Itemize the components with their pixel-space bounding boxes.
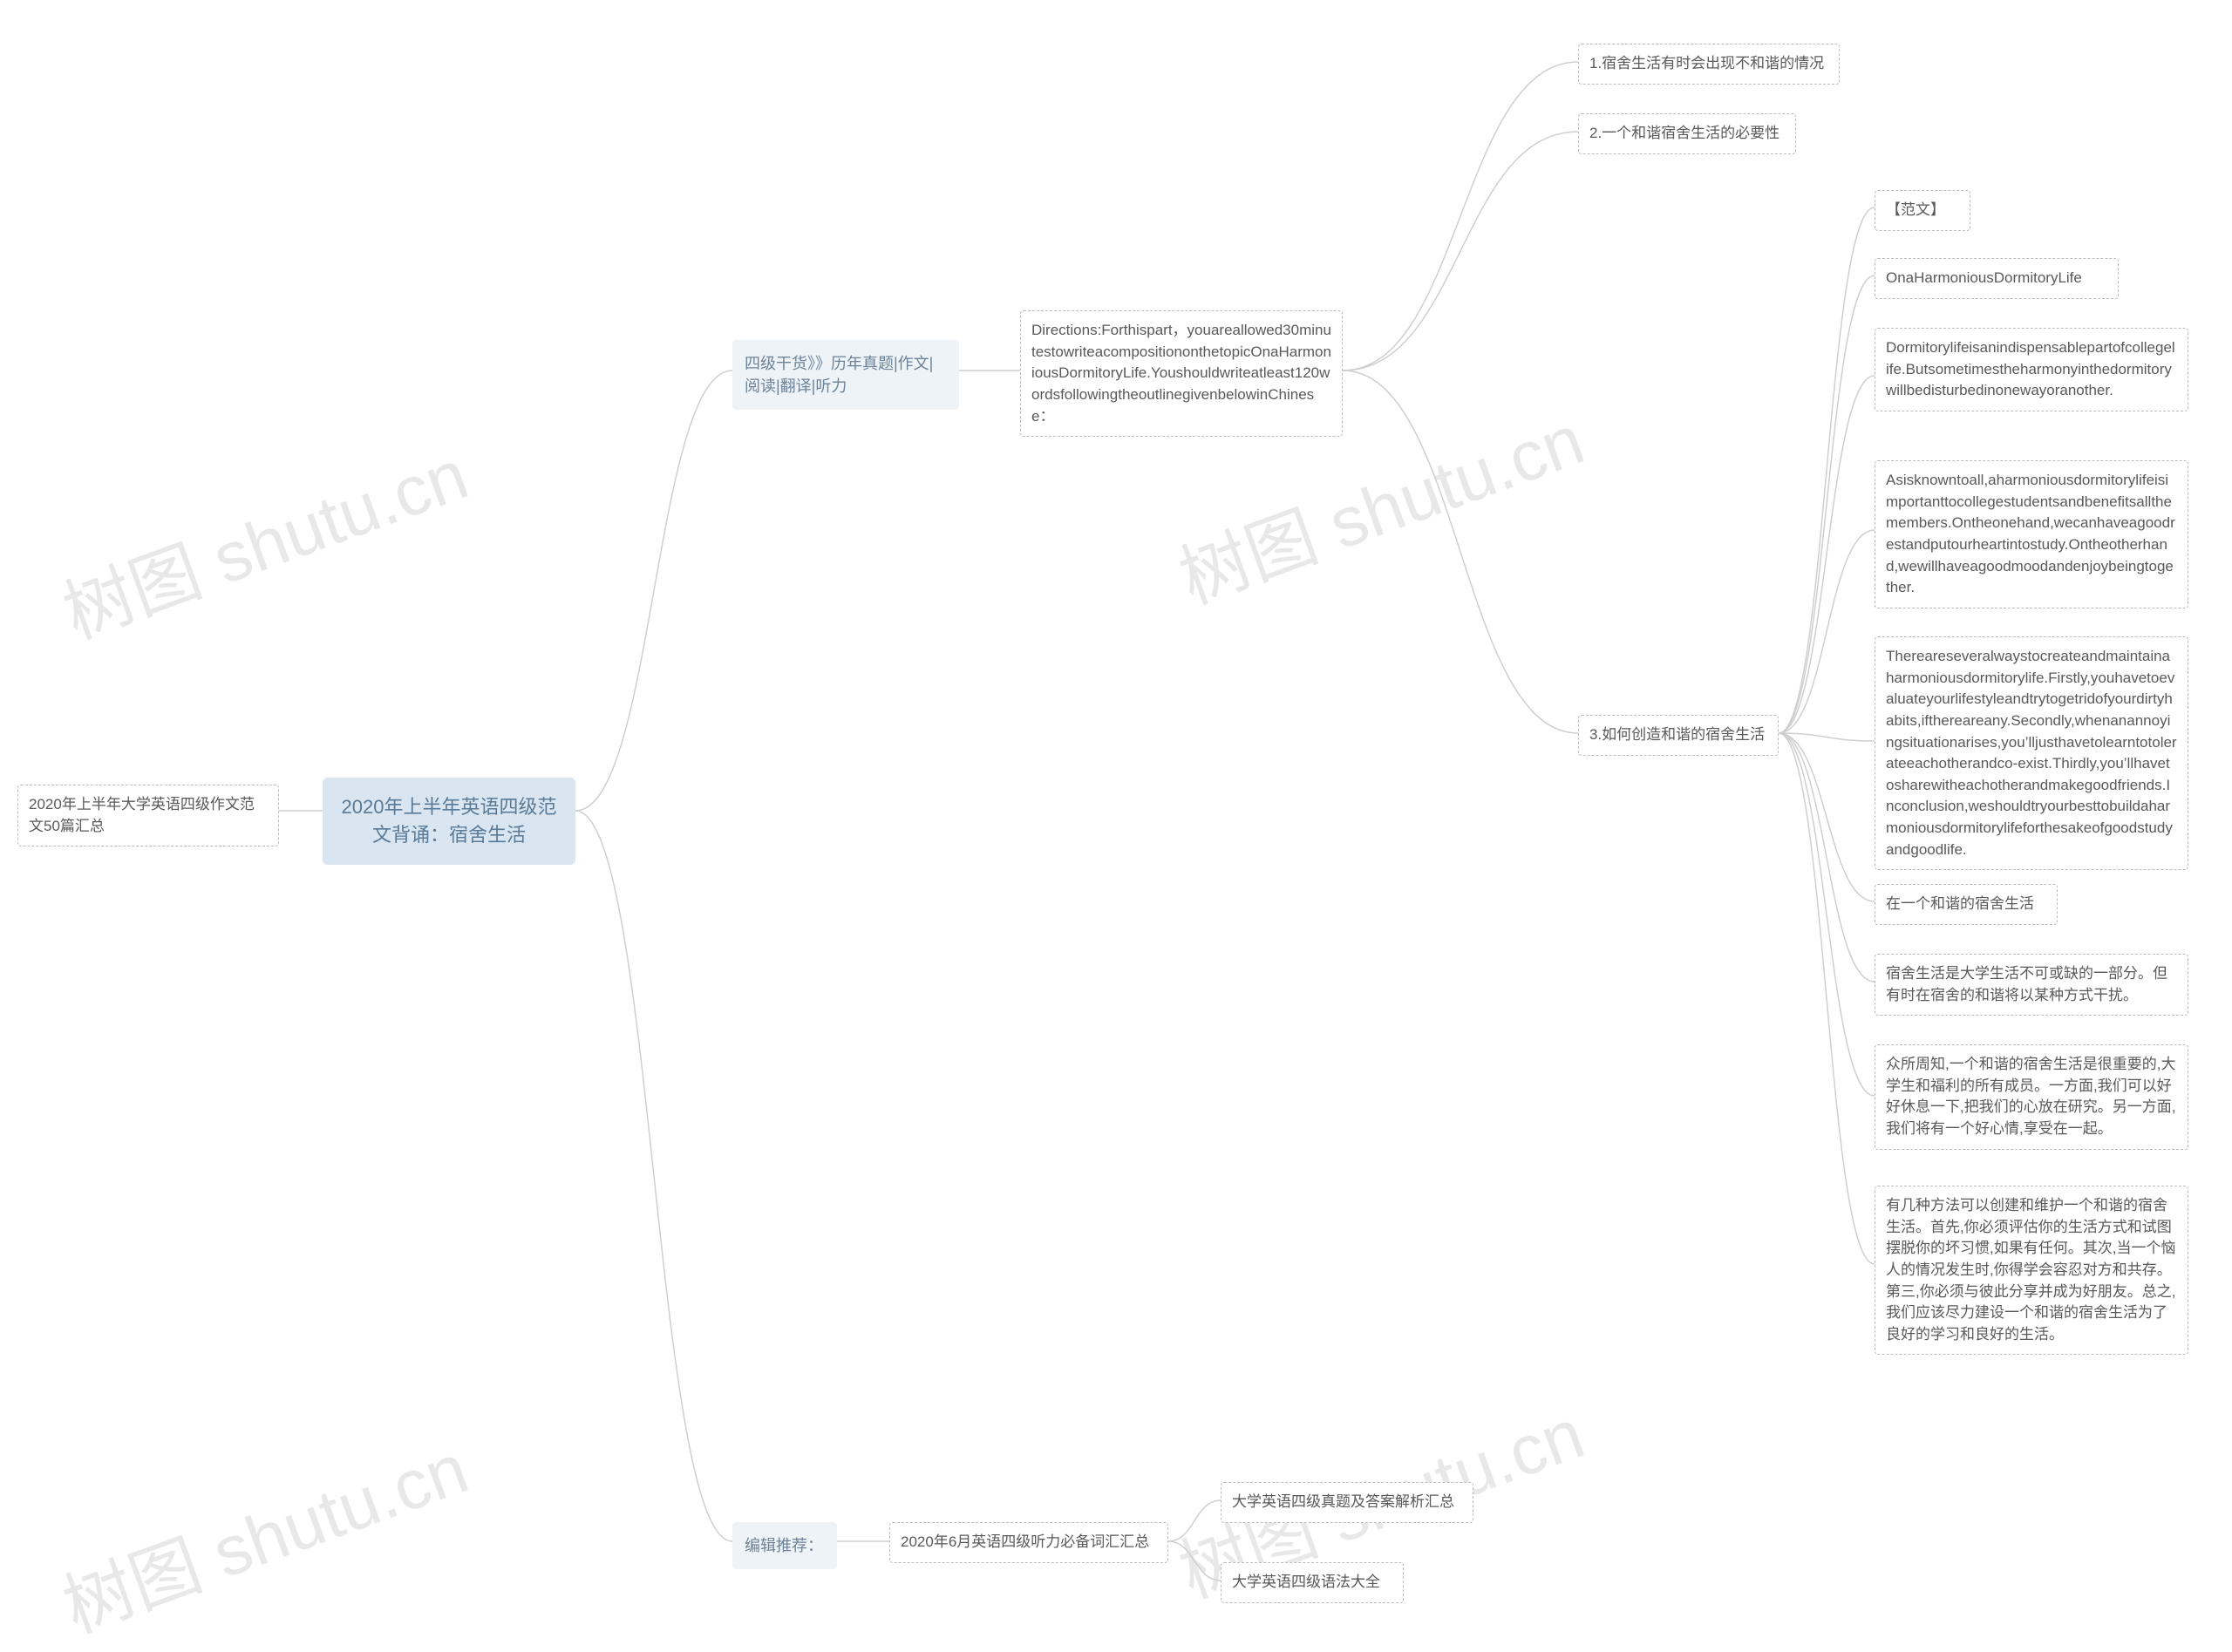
- node-recommend-2b[interactable]: 大学英语四级语法大全: [1221, 1562, 1404, 1603]
- connector: [1779, 275, 1875, 733]
- connector: [1343, 132, 1578, 371]
- node-directions[interactable]: Directions:Forthispart，youareallowed30mi…: [1020, 310, 1343, 437]
- connector: [575, 811, 732, 1541]
- connector: [1168, 1500, 1221, 1541]
- node-detail-para1-cn[interactable]: 宿舍生活是大学生活不可或缺的一部分。但有时在宿舍的和谐将以某种方式干扰。: [1875, 954, 2188, 1016]
- connector: [1779, 733, 1875, 741]
- connector: [1779, 733, 1875, 901]
- connector: [1779, 733, 1875, 1264]
- node-detail-title-en[interactable]: OnaHarmoniousDormitoryLife: [1875, 258, 2119, 299]
- node-detail-sample-label[interactable]: 【范文】: [1875, 190, 1970, 231]
- watermark: 树图 shutu.cn: [48, 1413, 480, 1652]
- connector: [1779, 733, 1875, 982]
- node-recommend-2a[interactable]: 大学英语四级真题及答案解析汇总: [1221, 1482, 1473, 1523]
- node-section-recommend[interactable]: 编辑推荐：: [732, 1522, 837, 1569]
- connector: [1779, 376, 1875, 733]
- connector: [1168, 1541, 1221, 1581]
- node-outline-3[interactable]: 3.如何创造和谐的宿舍生活: [1578, 715, 1779, 756]
- connector: [1343, 62, 1578, 371]
- node-detail-para2-en[interactable]: Asisknowntoall,aharmoniousdormitorylifei…: [1875, 460, 2188, 608]
- node-detail-para1-en[interactable]: Dormitorylifeisanindispensablepartofcoll…: [1875, 328, 2188, 411]
- node-detail-title-cn[interactable]: 在一个和谐的宿舍生活: [1875, 884, 2058, 925]
- connector: [1779, 530, 1875, 733]
- node-outline-2[interactable]: 2.一个和谐宿舍生活的必要性: [1578, 113, 1796, 154]
- connector: [1343, 371, 1578, 733]
- connector: [575, 371, 732, 811]
- node-outline-1[interactable]: 1.宿舍生活有时会出现不和谐的情况: [1578, 44, 1840, 85]
- connector: [1779, 733, 1875, 1096]
- watermark: 树图 shutu.cn: [48, 419, 480, 659]
- node-root[interactable]: 2020年上半年英语四级范文背诵：宿舍生活: [323, 778, 575, 865]
- node-section-materials[interactable]: 四级干货》》历年真题|作文|阅读|翻译|听力: [732, 340, 959, 410]
- node-detail-para3-cn[interactable]: 有几种方法可以创建和维护一个和谐的宿舍生活。首先,你必须评估你的生活方式和试图摆…: [1875, 1186, 2188, 1355]
- node-detail-para3-en[interactable]: Thereareseveralwaystocreateandmaintainah…: [1875, 636, 2188, 870]
- node-recommend-1[interactable]: 2020年6月英语四级听力必备词汇汇总: [889, 1522, 1168, 1563]
- connector: [1779, 207, 1875, 733]
- node-detail-para2-cn[interactable]: 众所周知,一个和谐的宿舍生活是很重要的,大学生和福利的所有成员。一方面,我们可以…: [1875, 1044, 2188, 1150]
- node-left-sibling[interactable]: 2020年上半年大学英语四级作文范文50篇汇总: [17, 785, 279, 846]
